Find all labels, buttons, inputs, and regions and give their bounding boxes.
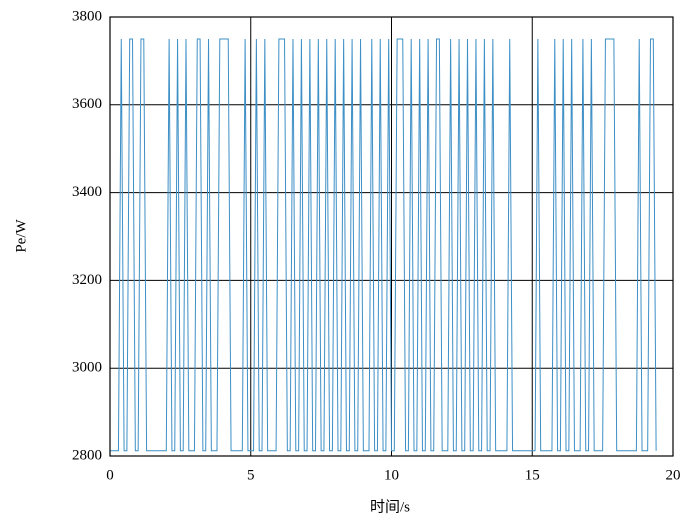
y-tick-label: 3600 [72, 96, 102, 112]
x-tick-label: 0 [106, 467, 114, 483]
y-tick-label: 3800 [72, 8, 102, 24]
y-tick-label: 3200 [72, 272, 102, 288]
x-axis-label: 时间/s [370, 498, 410, 515]
x-tick-label: 5 [247, 467, 255, 483]
y-tick-label: 3400 [72, 184, 102, 200]
x-tick-label: 10 [384, 467, 399, 483]
y-tick-label: 3000 [72, 360, 102, 376]
x-tick-label: 20 [666, 467, 681, 483]
y-tick-label: 2800 [72, 447, 102, 463]
x-tick-label: 15 [525, 467, 540, 483]
data-line [110, 38, 657, 452]
plot-frame [109, 16, 674, 457]
y-axis-label: Pe/W [13, 218, 29, 252]
